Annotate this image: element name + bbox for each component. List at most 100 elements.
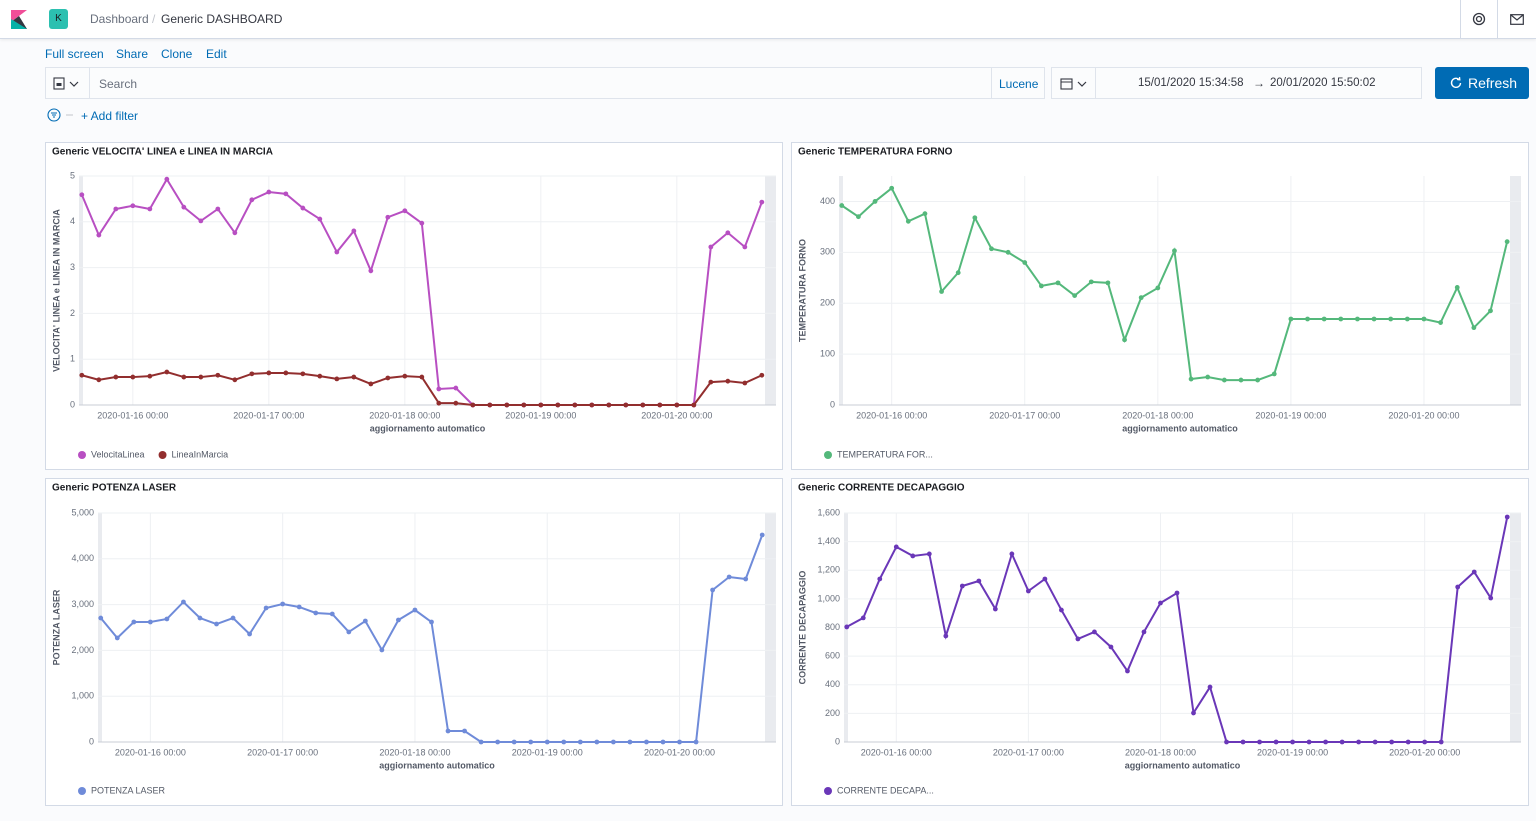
- x-axis-label: aggiornamento automatico: [370, 423, 486, 433]
- help-icon[interactable]: [1472, 12, 1486, 26]
- x-tick-label: 2020-01-19 00:00: [1255, 410, 1326, 420]
- data-point: [989, 246, 994, 252]
- y-tick-label: 1,200: [817, 565, 840, 575]
- data-point: [1174, 590, 1180, 596]
- data-point: [266, 370, 272, 376]
- data-point: [346, 629, 352, 635]
- mail-icon[interactable]: [1510, 14, 1524, 25]
- query-language[interactable]: Lucene: [999, 77, 1039, 91]
- data-point: [1288, 316, 1294, 322]
- x-tick-label: 2020-01-20 00:00: [1388, 410, 1459, 420]
- y-tick-label: 0: [89, 736, 94, 746]
- data-point: [436, 386, 442, 392]
- breadcrumb[interactable]: Dashboard: [90, 12, 149, 26]
- search-bar[interactable]: Search Lucene: [45, 67, 1045, 99]
- data-point: [1125, 668, 1130, 674]
- time-to[interactable]: 20/01/2020 15:50:02: [1270, 77, 1376, 89]
- divider: [89, 68, 90, 98]
- data-point: [96, 232, 102, 238]
- data-point: [181, 204, 187, 210]
- data-point: [759, 199, 765, 205]
- data-point: [1471, 325, 1477, 331]
- menu-link[interactable]: Share: [116, 47, 149, 61]
- data-point: [1421, 316, 1427, 322]
- data-point: [280, 601, 286, 607]
- data-point: [215, 372, 221, 378]
- data-point: [368, 381, 374, 387]
- x-tick-label: 2020-01-16 00:00: [861, 747, 932, 757]
- data-point: [955, 270, 961, 276]
- data-point: [926, 551, 932, 557]
- data-point: [1155, 285, 1161, 291]
- arrow: →: [1253, 76, 1265, 90]
- date-picker[interactable]: 15/01/2020 15:34:58 → 20/01/2020 15:50:0…: [1051, 67, 1422, 99]
- data-point: [1238, 377, 1244, 383]
- data-point: [1191, 710, 1196, 716]
- data-point: [1504, 239, 1510, 245]
- data-point: [98, 615, 104, 621]
- divider: [1497, 0, 1498, 38]
- data-point: [300, 205, 306, 211]
- data-point: [572, 402, 578, 408]
- x-tick-label: 2020-01-20 00:00: [644, 747, 715, 757]
- filter-icon[interactable]: [47, 108, 77, 122]
- y-tick-label: 400: [820, 196, 835, 206]
- data-point: [1339, 739, 1345, 745]
- data-point: [1005, 249, 1011, 255]
- data-point: [959, 583, 965, 589]
- data-point: [725, 378, 731, 384]
- x-tick-label: 2020-01-17 00:00: [993, 747, 1064, 757]
- y-tick-label: 300: [820, 247, 835, 257]
- legend-swatch: [78, 451, 86, 459]
- data-point: [1224, 739, 1229, 745]
- data-point: [528, 739, 534, 745]
- data-point: [1255, 377, 1261, 383]
- add-filter[interactable]: + Add filter: [81, 109, 139, 123]
- data-point: [351, 228, 357, 234]
- data-point: [412, 607, 418, 613]
- search-placeholder: Search: [99, 77, 138, 91]
- legend-swatch: [78, 787, 86, 795]
- data-point: [362, 618, 368, 624]
- data-point: [1271, 371, 1277, 377]
- menu-link[interactable]: Full screen: [45, 47, 104, 61]
- data-point: [992, 606, 998, 612]
- data-point: [147, 206, 153, 212]
- data-point: [79, 372, 85, 378]
- time-from[interactable]: 15/01/2020 15:34:58: [1138, 77, 1244, 89]
- data-point: [872, 199, 878, 204]
- data-point: [1092, 629, 1097, 635]
- menu-link[interactable]: Edit: [206, 47, 227, 61]
- refresh-button[interactable]: Refresh: [1435, 67, 1529, 99]
- data-point: [1205, 374, 1211, 380]
- series-line: [846, 516, 1509, 743]
- data-point: [198, 218, 204, 224]
- data-point: [478, 739, 484, 745]
- data-point: [385, 375, 391, 381]
- saved-query-icon[interactable]: [53, 77, 81, 91]
- x-axis-label: aggiornamento automatico: [1122, 423, 1238, 433]
- kibana-logo[interactable]: [11, 10, 27, 29]
- data-point: [1072, 293, 1078, 298]
- legend-label: CORRENTE DECAPA...: [837, 785, 934, 795]
- plot-edge: [98, 513, 102, 742]
- y-tick-label: 600: [825, 651, 840, 661]
- data-point: [249, 371, 255, 377]
- plot-edge: [1510, 176, 1521, 405]
- data-point: [147, 373, 153, 379]
- data-point: [181, 374, 187, 380]
- data-point: [214, 621, 219, 627]
- y-tick-label: 1,400: [817, 536, 840, 546]
- data-point: [1438, 739, 1444, 745]
- visualization-panel: Generic TEMPERATURA FORNO 0 100 200 300 400 20…: [791, 142, 1529, 470]
- data-point: [1207, 684, 1213, 690]
- y-tick-label: 2: [70, 308, 75, 318]
- y-tick-label: 800: [825, 622, 840, 632]
- data-point: [972, 215, 978, 221]
- data-point: [710, 587, 716, 593]
- menu-link[interactable]: Clone: [161, 47, 193, 61]
- data-point: [1471, 569, 1477, 575]
- calendar-icon[interactable]: [1060, 77, 1088, 91]
- y-tick-label: 1: [70, 354, 75, 364]
- app-icon[interactable]: K: [49, 9, 68, 29]
